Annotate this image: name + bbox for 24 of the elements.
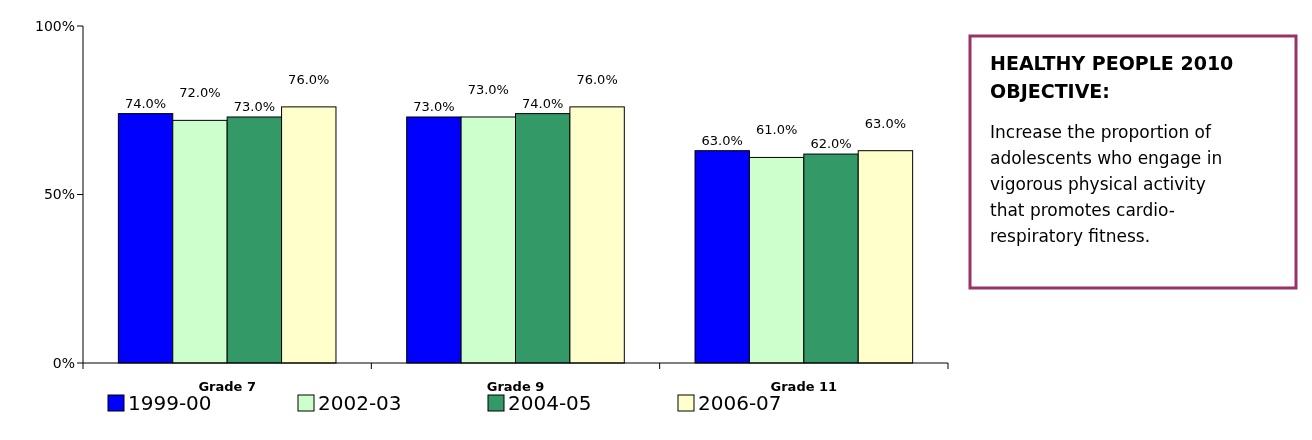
data-label: 73.0% — [413, 98, 455, 114]
y-tick-label: 50% — [43, 186, 75, 203]
legend-label: 2002-03 — [318, 391, 402, 415]
text: Increase the proportion of adolescents who engage in vigorous physical activity that promotes cardio-respiratory fitness. — [990, 122, 1223, 246]
data-label: 72.0% — [179, 85, 221, 101]
legend-label: 1999-00 — [128, 391, 212, 415]
x-tick-label: Grade 7 — [198, 379, 256, 394]
data-label: 74.0% — [124, 95, 167, 111]
x-tick-label: Grade 9 — [486, 379, 545, 394]
data-label: 61.0% — [755, 122, 798, 138]
data-label: 76.0% — [288, 71, 330, 87]
legend-label: 2004-05 — [508, 391, 592, 415]
x-tick-label: Grade 11 — [770, 379, 838, 394]
data-label: 62.0% — [810, 136, 852, 152]
data-label: 73.0% — [233, 98, 276, 114]
text: HEALTHY PEOPLE 2010 OBJECTIVE: — [990, 52, 1234, 102]
data-label: 73.0% — [467, 81, 509, 97]
legend-label: 2006-07 — [698, 391, 782, 415]
data-label: 74.0% — [522, 95, 564, 111]
data-label: 63.0% — [864, 115, 907, 131]
data-label: 76.0% — [576, 71, 618, 87]
y-tick-label: 100% — [34, 17, 75, 34]
y-tick-label: 0% — [52, 354, 75, 371]
data-label: 63.0% — [701, 132, 743, 148]
